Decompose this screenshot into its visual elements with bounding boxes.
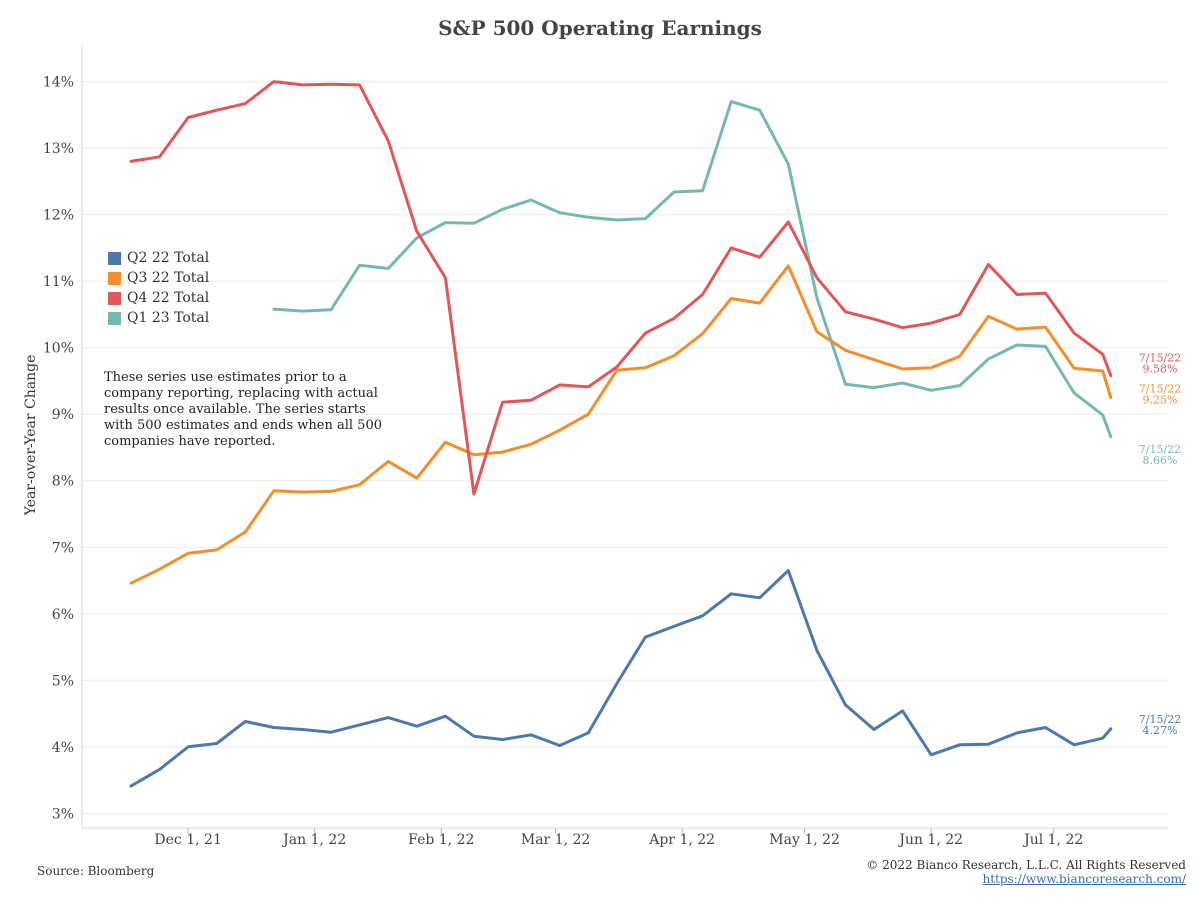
end-label-value: 9.25% — [1143, 394, 1178, 407]
y-tick-label: 13% — [43, 141, 74, 157]
end-label-value: 8.66% — [1143, 454, 1178, 467]
y-tick-label: 5% — [52, 673, 74, 689]
x-tick-label: May 1, 22 — [769, 832, 840, 848]
end-labels: 7/15/224.27%7/15/229.25%7/15/229.58%7/15… — [1139, 352, 1181, 737]
y-tick-label: 12% — [43, 208, 74, 224]
legend-label: Q2 22 Total — [127, 250, 210, 266]
end-label-date: 7/15/22 — [1139, 383, 1181, 396]
y-tick-label: 3% — [52, 806, 74, 822]
y-tick-label: 8% — [52, 474, 74, 490]
legend-item-q3-22[interactable]: Q3 22 Total — [108, 268, 209, 288]
gridlines — [82, 81, 1168, 814]
x-tick-label: Jun 1, 22 — [897, 832, 963, 848]
legend-label: Q4 22 Total — [127, 290, 210, 306]
y-tick-label: 11% — [43, 274, 74, 290]
x-tick-label: Mar 1, 22 — [521, 832, 590, 848]
legend-swatch — [108, 291, 121, 305]
series-line-q2-22-total — [129, 569, 1113, 788]
end-label-date: 7/15/22 — [1139, 713, 1181, 726]
end-label-date: 7/15/22 — [1139, 352, 1181, 365]
y-tick-label: 10% — [43, 341, 74, 357]
series-line-q3-22-total — [129, 264, 1113, 585]
y-tick-label: 7% — [52, 540, 74, 556]
y-tick-label: 9% — [52, 407, 74, 423]
website-link[interactable]: https://www.biancoresearch.com/ — [982, 872, 1186, 886]
legend-item-q4-22[interactable]: Q4 22 Total — [108, 288, 209, 308]
y-tick-label: 4% — [52, 740, 74, 756]
legend-item-q1-23[interactable]: Q1 23 Total — [108, 308, 209, 328]
x-tick-label: Dec 1, 21 — [154, 832, 221, 848]
note-line: results once available. The series start… — [104, 402, 366, 417]
note-line: These series use estimates prior to a — [104, 370, 347, 385]
note-line: with 500 estimates and ends when all 500 — [104, 418, 382, 433]
legend-swatch — [108, 311, 121, 325]
y-tick-label: 6% — [52, 607, 74, 623]
legend-item-q2-22[interactable]: Q2 22 Total — [108, 248, 209, 268]
legend-label: Q3 22 Total — [127, 270, 210, 286]
legend: Q2 22 Total Q3 22 Total Q4 22 Total Q1 2… — [108, 248, 209, 328]
y-tick-label: 14% — [43, 75, 74, 91]
source-text: Source: Bloomberg — [37, 864, 155, 878]
x-tick-label: Jul 1, 22 — [1022, 832, 1083, 848]
note-line: company reporting, replacing with actual — [104, 386, 378, 401]
x-tick-label: Apr 1, 22 — [648, 832, 715, 848]
series-line-q4-22-total — [129, 80, 1113, 496]
end-label-value: 9.58% — [1143, 363, 1178, 376]
legend-label: Q1 23 Total — [127, 310, 210, 326]
end-label-value: 4.27% — [1143, 724, 1178, 737]
legend-swatch — [108, 271, 121, 285]
end-label-date: 7/15/22 — [1139, 443, 1181, 456]
x-tick-label: Feb 1, 22 — [408, 832, 474, 848]
copyright-text: © 2022 Bianco Research, L.L.C. All Right… — [866, 858, 1186, 872]
chart-title: S&P 500 Operating Earnings — [438, 16, 762, 40]
methodology-note: These series use estimates prior to a co… — [104, 370, 404, 450]
series-lines — [129, 80, 1113, 788]
series-line-q1-23-total — [272, 100, 1113, 439]
note-line: companies have reported. — [104, 434, 276, 449]
x-axis: Dec 1, 21 Jan 1, 22 Feb 1, 22 Mar 1, 22 Apr … — [82, 827, 1168, 848]
legend-swatch — [108, 251, 121, 265]
x-tick-label: Jan 1, 22 — [281, 832, 346, 848]
y-axis: 3% 4% 5% 6% 7% 8% 9% 10% 11% 12% 13% 14% — [43, 45, 83, 828]
